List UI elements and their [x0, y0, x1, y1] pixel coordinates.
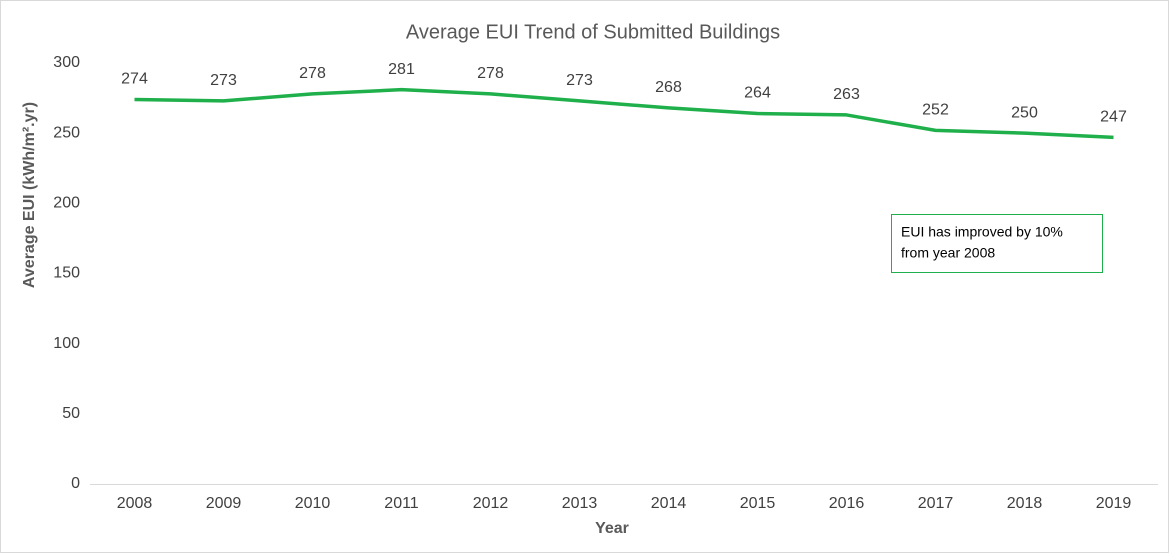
line — [134, 87, 1114, 140]
y-tick-label: 300 — [53, 54, 80, 71]
annotation-line: from year 2008 — [901, 245, 995, 261]
x-tick-label: 2013 — [562, 495, 598, 512]
data-label: 264 — [744, 85, 771, 102]
annotation-line: EUI has improved by 10% — [901, 224, 1063, 240]
x-tick-label: 2014 — [651, 495, 687, 512]
chart-title: Average EUI Trend of Submitted Buildings — [406, 21, 780, 43]
data-label: 247 — [1100, 109, 1127, 126]
data-label: 278 — [477, 65, 504, 82]
y-tick-label: 0 — [71, 475, 80, 492]
x-tick-label: 2017 — [918, 495, 954, 512]
data-label: 273 — [210, 72, 237, 89]
x-tick-label: 2016 — [829, 495, 865, 512]
x-tick-label: 2011 — [384, 495, 419, 512]
data-label: 281 — [388, 61, 415, 78]
y-tick-label: 50 — [62, 405, 80, 422]
x-tick-label: 2015 — [740, 495, 776, 512]
x-tick-label: 2008 — [117, 495, 153, 512]
x-tick-label: 2010 — [295, 495, 331, 512]
data-label: 252 — [922, 102, 949, 119]
y-axis-title: Average EUI (kWh/m².yr) — [21, 102, 38, 288]
data-label: 278 — [299, 65, 326, 82]
y-tick-label: 150 — [53, 265, 80, 282]
data-label: 250 — [1011, 104, 1038, 121]
y-tick-label: 250 — [53, 124, 80, 141]
annotation-box — [891, 214, 1103, 273]
data-label: 274 — [121, 71, 148, 88]
x-tick-label: 2018 — [1007, 495, 1043, 512]
data-label: 263 — [833, 86, 860, 103]
data-label: 268 — [655, 79, 682, 96]
x-tick-label: 2019 — [1096, 495, 1132, 512]
x-tick-label: 2012 — [473, 495, 509, 512]
x-tick-label: 2009 — [206, 495, 242, 512]
y-tick-label: 200 — [53, 195, 80, 212]
data-label: 273 — [566, 72, 593, 89]
x-axis-title: Year — [595, 520, 629, 537]
y-tick-label: 100 — [53, 335, 80, 352]
